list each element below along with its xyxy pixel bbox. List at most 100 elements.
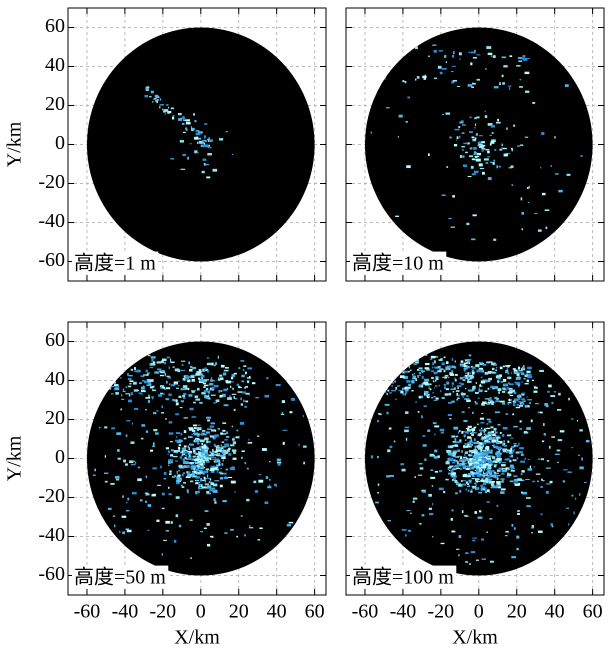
coverage-speckle	[502, 473, 504, 475]
coverage-speckle	[506, 127, 507, 129]
coverage-speckle	[440, 429, 445, 431]
coverage-speckle	[433, 380, 434, 382]
coverage-speckle	[555, 173, 559, 174]
coverage-speckle	[226, 432, 228, 435]
coverage-speckle	[144, 381, 148, 384]
coverage-speckle	[514, 527, 516, 530]
coverage-speckle	[159, 104, 164, 105]
coverage-speckle	[413, 40, 418, 42]
coverage-speckle	[401, 469, 405, 472]
coverage-speckle	[540, 513, 542, 515]
coverage-speckle	[463, 379, 466, 381]
coverage-speckle	[486, 454, 488, 456]
coverage-speckle	[541, 479, 543, 481]
coverage-speckle	[469, 372, 471, 374]
coverage-speckle	[466, 516, 469, 517]
coverage-speckle	[499, 82, 500, 85]
coverage-speckle	[501, 464, 506, 466]
coverage-speckle	[513, 401, 515, 402]
coverage-speckle	[537, 481, 538, 483]
coverage-speckle	[192, 128, 195, 130]
coverage-speckle	[409, 365, 410, 368]
coverage-speckle	[168, 394, 171, 396]
coverage-speckle	[97, 351, 100, 354]
coverage-speckle	[197, 425, 200, 426]
coverage-speckle	[97, 360, 101, 362]
coverage-speckle	[522, 480, 524, 481]
coverage-speckle	[141, 375, 145, 377]
coverage-speckle	[517, 373, 520, 375]
coverage-speckle	[181, 433, 183, 435]
coverage-speckle	[510, 55, 513, 57]
coverage-speckle	[450, 389, 454, 390]
coverage-speckle	[532, 380, 534, 381]
coverage-speckle	[406, 165, 410, 168]
coverage-speckle	[419, 367, 423, 368]
coverage-speckle	[497, 119, 499, 121]
coverage-speckle	[232, 438, 235, 440]
coverage-speckle	[469, 131, 473, 133]
coverage-speckle	[487, 151, 490, 154]
coverage-speckle	[182, 486, 185, 488]
coverage-speckle	[439, 50, 443, 51]
coverage-speckle	[211, 429, 215, 431]
coverage-speckle	[469, 485, 470, 487]
coverage-speckle	[162, 493, 165, 496]
coverage-speckle	[435, 385, 437, 387]
coverage-speckle	[472, 486, 477, 487]
coverage-speckle	[532, 525, 534, 528]
coverage-speckle	[529, 402, 531, 404]
coverage-speckle	[476, 54, 480, 55]
coverage-speckle	[419, 523, 421, 525]
coverage-speckle	[535, 403, 539, 404]
coverage-speckle	[466, 446, 470, 447]
coverage-speckle	[496, 165, 498, 168]
coverage-speckle	[486, 452, 487, 454]
coverage-speckle	[160, 466, 162, 469]
coverage-speckle	[471, 489, 473, 490]
coverage-speckle	[204, 397, 209, 398]
coverage-speckle	[415, 79, 416, 81]
coverage-speckle	[481, 486, 485, 488]
coverage-speckle	[398, 353, 399, 355]
coverage-speckle	[490, 162, 493, 163]
coverage-speckle	[441, 432, 444, 434]
coverage-speckle	[462, 392, 463, 393]
coverage-speckle	[454, 444, 457, 446]
coverage-speckle	[385, 372, 387, 374]
coverage-speckle	[487, 156, 490, 157]
coverage-speckle	[526, 497, 531, 499]
coverage-speckle	[577, 420, 578, 422]
coverage-speckle	[187, 379, 190, 382]
coverage-speckle	[456, 393, 458, 396]
coverage-speckle	[496, 438, 498, 441]
coverage-speckle	[439, 470, 442, 472]
coverage-speckle	[116, 479, 119, 480]
coverage-speckle	[171, 449, 174, 451]
coverage-speckle	[461, 146, 465, 147]
coverage-speckle	[483, 364, 487, 366]
coverage-speckle	[206, 431, 210, 433]
coverage-speckle	[412, 374, 413, 376]
coverage-speckle	[193, 113, 195, 115]
coverage-speckle	[521, 212, 524, 215]
coverage-speckle	[168, 493, 171, 495]
coverage-speckle	[267, 486, 271, 488]
coverage-speckle	[503, 366, 505, 368]
coverage-speckle	[534, 386, 537, 387]
coverage-speckle	[190, 481, 193, 483]
coverage-speckle	[303, 462, 305, 465]
coverage-speckle	[380, 50, 381, 52]
coverage-speckle	[520, 420, 522, 422]
coverage-speckle	[230, 529, 234, 531]
coverage-speckle	[195, 120, 197, 122]
coverage-speckle	[168, 459, 173, 461]
coverage-speckle	[214, 454, 217, 455]
coverage-speckle	[550, 395, 555, 397]
coverage-speckle	[529, 186, 530, 188]
coverage-speckle	[219, 395, 222, 398]
coverage-speckle	[442, 362, 445, 365]
coverage-speckle	[203, 386, 205, 388]
coverage-speckle	[466, 468, 470, 470]
coverage-speckle	[269, 485, 270, 487]
